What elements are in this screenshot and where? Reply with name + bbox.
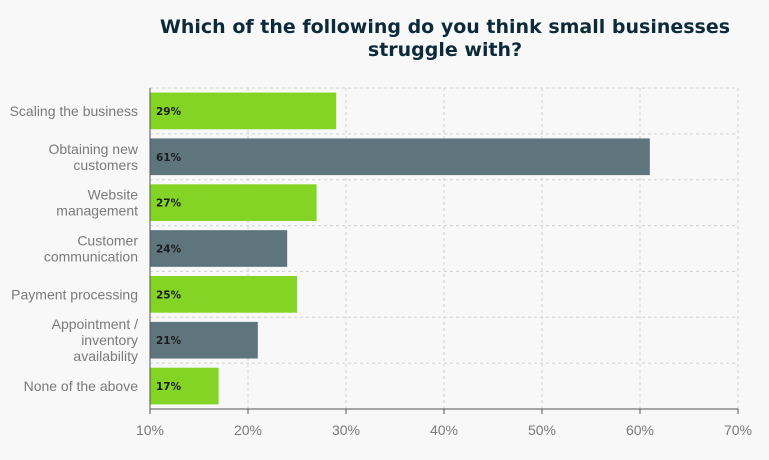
- x-tick-label: 70%: [724, 422, 752, 438]
- x-tick-label: 50%: [528, 422, 556, 438]
- bar: [150, 184, 317, 221]
- x-tick-label: 60%: [626, 422, 654, 438]
- x-tick-label: 20%: [234, 422, 262, 438]
- bar: [150, 276, 297, 313]
- data-label: 17%: [156, 381, 182, 393]
- category-label: Payment processing: [11, 286, 138, 302]
- category-label: Website management: [56, 187, 138, 219]
- data-label: 27%: [156, 198, 182, 210]
- category-label: Obtaining new customers: [48, 141, 138, 173]
- category-label: Customer communication: [44, 233, 138, 265]
- bar: [150, 230, 288, 267]
- bar: [150, 138, 650, 176]
- chart-title: Which of the following do you think smal…: [159, 16, 731, 61]
- data-label: 29%: [156, 106, 182, 118]
- category-label: None of the above: [24, 378, 139, 394]
- bar: [150, 321, 258, 359]
- bar: [150, 367, 219, 405]
- category-label: Appointment / inventory availability: [52, 316, 138, 364]
- x-tick-label: 30%: [332, 422, 360, 438]
- data-label: 25%: [156, 289, 182, 301]
- data-label: 21%: [156, 335, 182, 347]
- x-tick-label: 10%: [136, 422, 164, 438]
- x-tick-label: 40%: [430, 422, 458, 438]
- data-label: 24%: [156, 244, 182, 256]
- data-label: 61%: [156, 152, 182, 164]
- category-label: Scaling the business: [10, 103, 138, 119]
- bar: [150, 92, 337, 130]
